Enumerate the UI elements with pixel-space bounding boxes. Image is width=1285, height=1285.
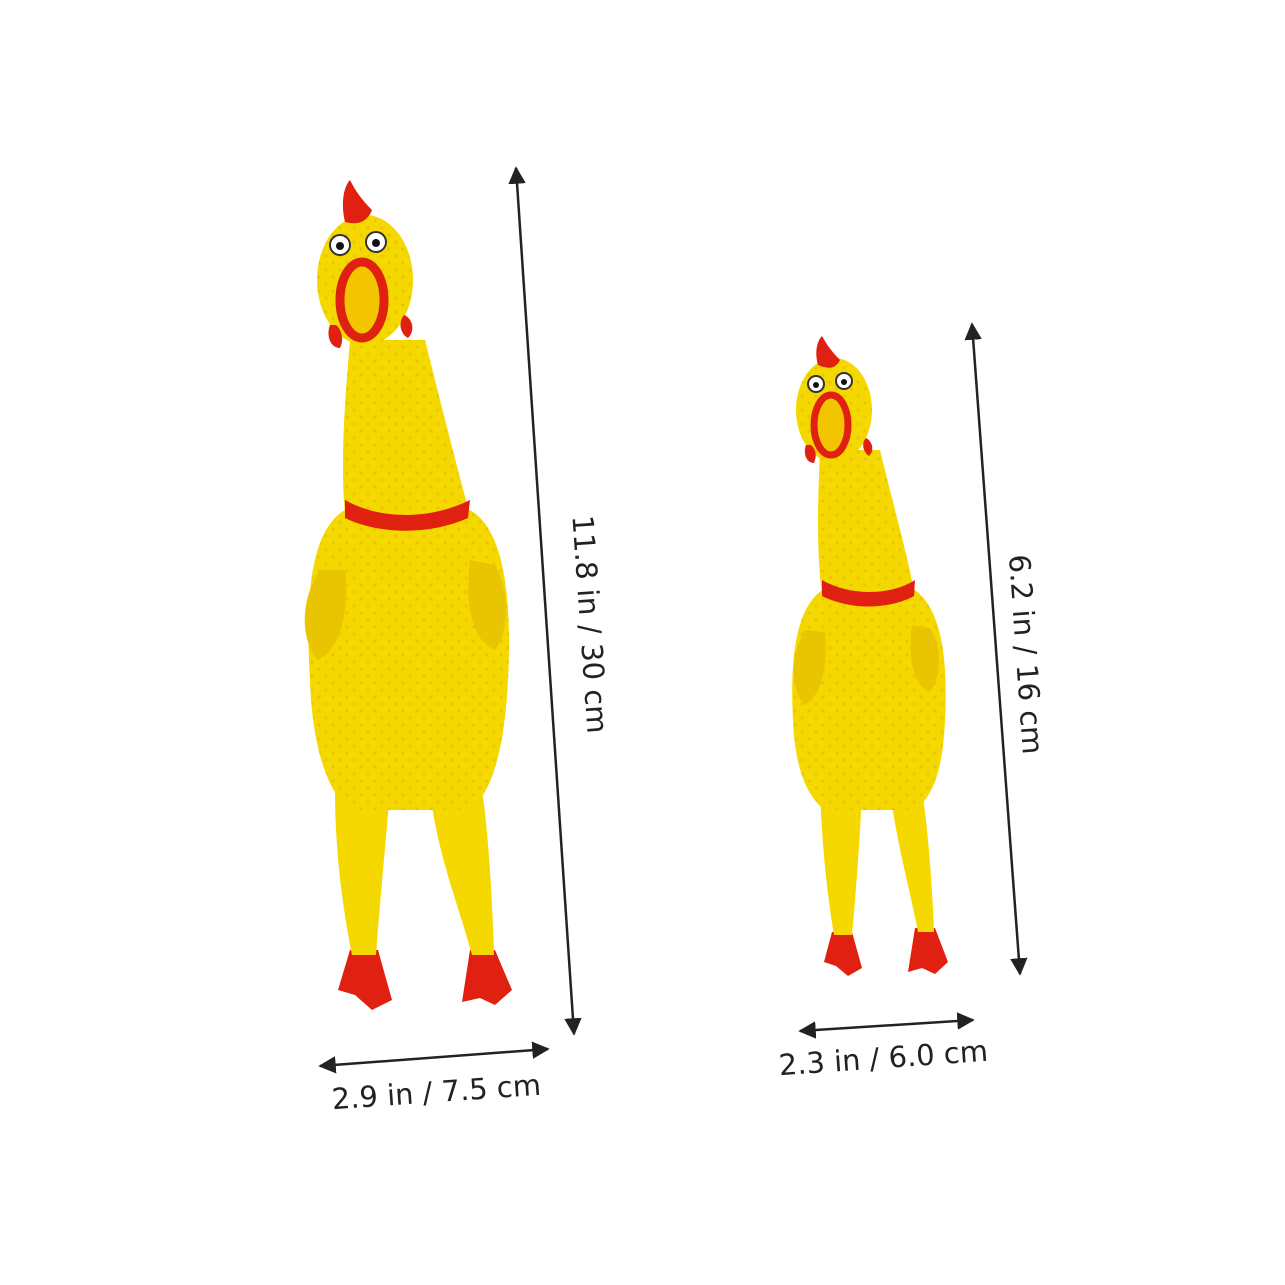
small-height-dimension: 6.2 in / 16 cm [964,322,1050,976]
small-height-arrow [964,322,1028,976]
small-width-label: 2.3 in / 6.0 cm [778,1034,989,1083]
large-height-dimension: 11.8 in / 30 cm [508,166,615,1036]
large-chicken-feet [338,950,512,1010]
large-width-dimension: 2.9 in / 7.5 cm [318,1041,550,1117]
large-width-label: 2.9 in / 7.5 cm [331,1068,542,1117]
large-width-arrow [318,1041,550,1074]
small-height-label: 6.2 in / 16 cm [1002,553,1050,755]
small-rubber-chicken [792,336,948,976]
small-width-arrow [798,1012,975,1039]
large-height-arrow [508,166,582,1036]
small-width-dimension: 2.3 in / 6.0 cm [778,1012,989,1083]
large-rubber-chicken [304,180,512,1010]
large-height-label: 11.8 in / 30 cm [565,514,614,735]
